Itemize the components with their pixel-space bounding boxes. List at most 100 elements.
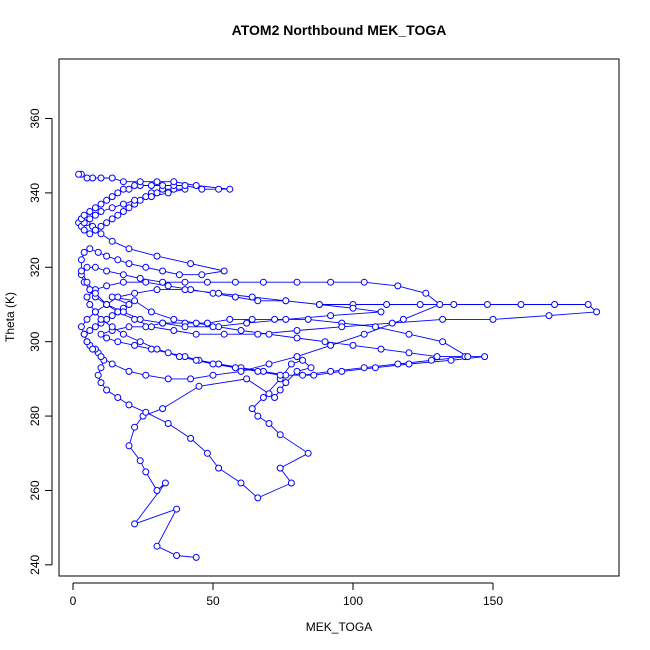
data-point — [125, 204, 133, 212]
data-point — [173, 552, 181, 559]
data-point — [315, 301, 323, 308]
data-point — [136, 338, 144, 346]
data-point — [97, 379, 105, 387]
data-point — [114, 293, 122, 301]
data-point — [243, 319, 251, 327]
data-point — [164, 282, 172, 290]
data-point — [108, 293, 116, 301]
plot-frame — [58, 58, 620, 577]
x-axis: 0 50 100 150 — [70, 582, 503, 608]
data-point — [142, 408, 150, 416]
data-point — [119, 271, 127, 279]
data-point — [164, 420, 172, 427]
data-point — [108, 237, 116, 245]
data-point — [293, 327, 301, 334]
data-point — [153, 252, 161, 260]
data-point — [159, 267, 167, 275]
data-point — [83, 338, 91, 346]
data-point — [91, 308, 99, 316]
data-point — [321, 338, 329, 346]
data-point — [170, 315, 178, 323]
data-point — [209, 323, 217, 331]
data-point — [153, 286, 161, 294]
data-point — [77, 267, 85, 275]
data-point — [131, 341, 139, 349]
data-point — [97, 222, 105, 230]
data-point — [114, 338, 122, 346]
y-tick-label: 260 — [28, 480, 42, 500]
data-point — [287, 479, 295, 487]
data-point — [103, 386, 111, 394]
data-point — [142, 371, 150, 379]
x-tick-label: 100 — [343, 594, 363, 608]
data-point — [91, 323, 99, 331]
data-point — [282, 379, 290, 387]
data-point — [136, 457, 144, 465]
data-point — [103, 301, 111, 308]
data-point — [439, 338, 447, 346]
data-point — [86, 286, 94, 294]
data-point — [164, 349, 172, 357]
data-point — [327, 341, 335, 349]
data-point — [75, 170, 83, 178]
data-point — [220, 267, 228, 275]
y-tick-label: 360 — [28, 108, 42, 128]
data-point — [77, 323, 85, 331]
data-point — [215, 464, 223, 472]
data-point — [243, 375, 251, 383]
x-tick-label: 50 — [206, 594, 220, 608]
data-point — [282, 297, 290, 305]
data-point — [77, 256, 85, 264]
data-point — [259, 278, 267, 286]
data-point — [327, 312, 335, 320]
data-point — [293, 353, 301, 361]
data-point — [125, 323, 133, 331]
data-point — [103, 219, 111, 227]
data-point — [254, 494, 262, 502]
data-point — [226, 185, 234, 193]
data-point — [125, 367, 133, 375]
data-point — [545, 312, 553, 320]
data-point — [287, 360, 295, 368]
data-point — [83, 315, 91, 323]
data-point — [131, 289, 139, 297]
data-point — [97, 174, 105, 182]
data-point — [388, 319, 396, 327]
data-point — [307, 364, 315, 372]
data-point — [125, 401, 133, 409]
data-point — [159, 278, 167, 286]
data-point — [259, 394, 267, 401]
data-point — [338, 367, 346, 375]
data-point — [147, 193, 155, 201]
data-point — [187, 375, 195, 383]
data-point — [360, 278, 368, 286]
data-point — [125, 260, 133, 268]
data-point — [271, 394, 279, 401]
x-tick-label: 150 — [483, 594, 503, 608]
data-point — [293, 278, 301, 286]
data-point — [265, 360, 273, 368]
data-point — [209, 360, 217, 368]
data-point — [276, 464, 284, 472]
data-point — [198, 185, 206, 193]
data-point — [103, 252, 111, 260]
data-point — [203, 449, 211, 457]
data-point — [80, 330, 88, 338]
data-point — [489, 315, 497, 323]
data-point — [450, 301, 458, 308]
data-point — [248, 315, 256, 323]
data-point — [282, 315, 290, 323]
data-point — [119, 278, 127, 286]
data-point — [86, 208, 94, 215]
chart-title: ATOM2 Northbound MEK_TOGA — [232, 22, 447, 38]
data-point — [103, 334, 111, 342]
data-point — [161, 479, 169, 487]
data-point — [265, 420, 273, 427]
y-tick-label: 340 — [28, 183, 42, 203]
data-point — [153, 487, 161, 494]
data-point — [108, 204, 116, 212]
data-point — [136, 315, 144, 323]
data-point — [293, 334, 301, 342]
data-point — [80, 211, 88, 219]
data-point — [584, 301, 592, 308]
